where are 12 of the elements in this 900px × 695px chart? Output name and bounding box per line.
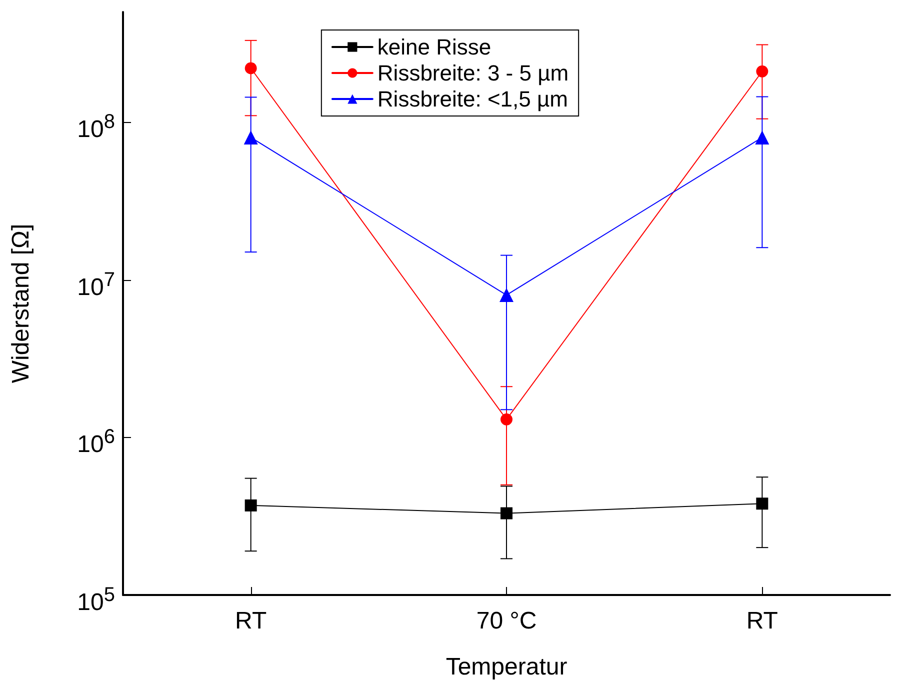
x-axis-title: Temperatur [446,654,568,680]
y-tick-label: 10$^{5}$ [77,583,115,617]
x-tick-label: RT [235,608,267,634]
legend-label: Rissbreite: 3 - 5 µm [377,60,569,86]
x-tick-label: 70 °C [476,608,537,634]
y-tick-label: 10$^{7}$ [77,268,115,302]
legend-label: Rissbreite: <1,5 µm [377,86,568,112]
y-tick-label: 10$^{6}$ [77,425,115,460]
legend-label: keine Risse [377,34,492,60]
y-tick-label: 10$^{8}$ [77,110,115,144]
x-tick-label: RT [746,608,778,634]
y-axis-title: Widerstand [Ω] [8,224,34,384]
